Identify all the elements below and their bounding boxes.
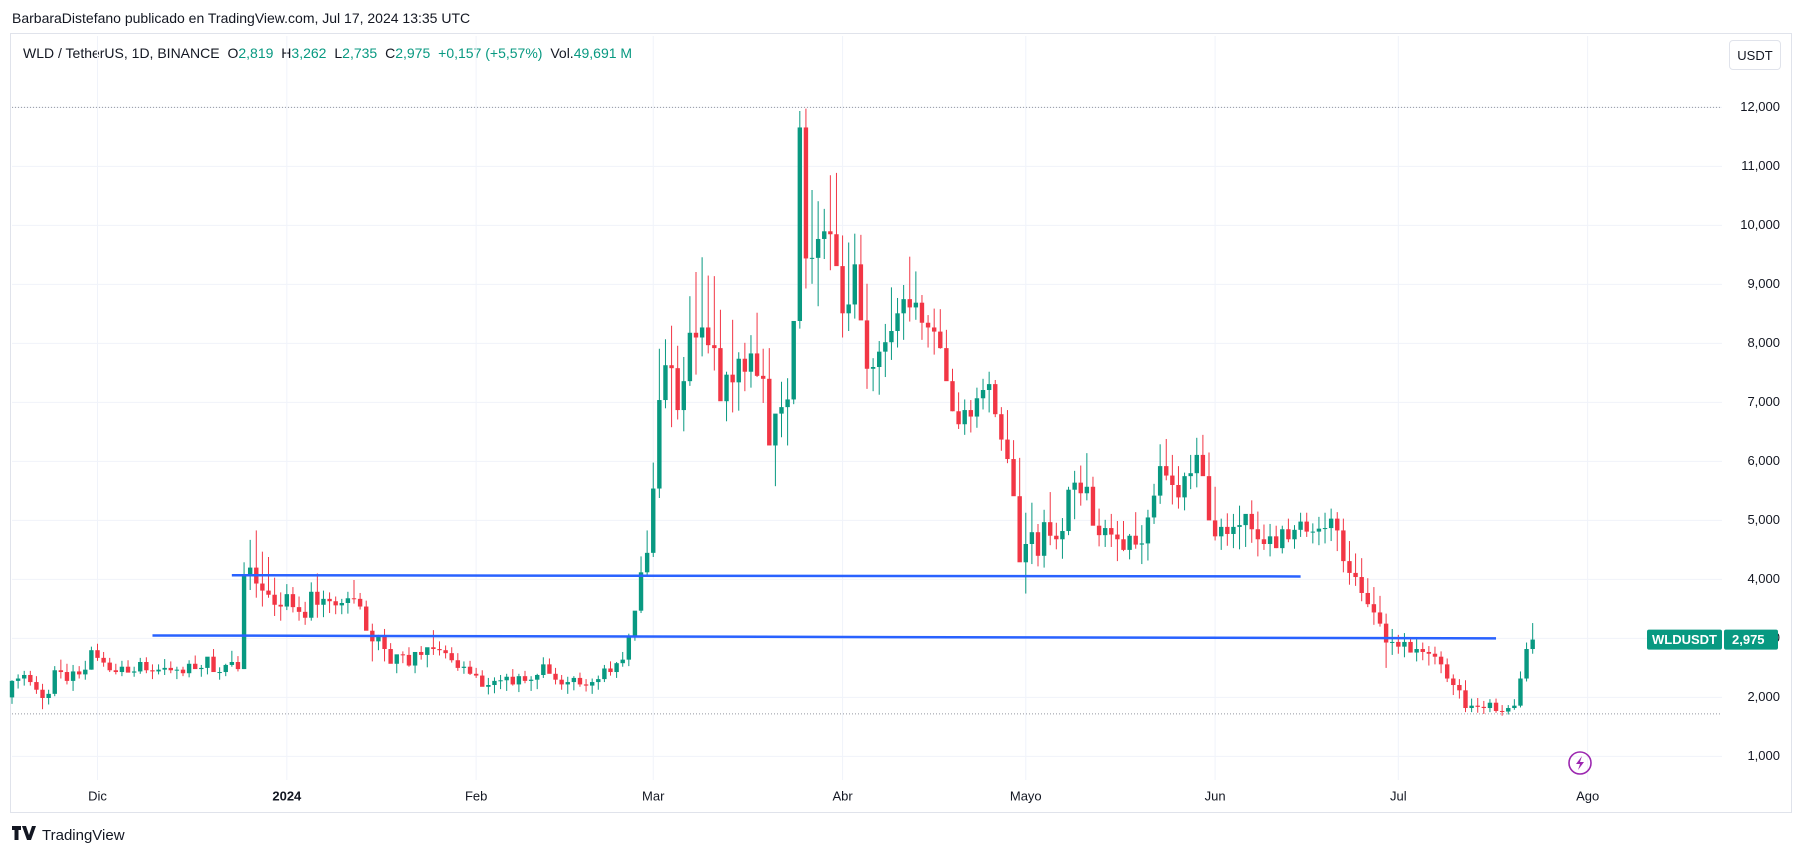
close-value: 2,975 xyxy=(395,45,431,61)
close-label: C xyxy=(385,45,396,61)
footer-brand[interactable]: TradingView xyxy=(42,826,125,844)
volume-value: 49,691 M xyxy=(573,45,633,61)
open-value: 2,819 xyxy=(238,45,274,61)
high-label: H xyxy=(281,45,292,61)
currency-button[interactable]: USDT xyxy=(1729,40,1781,70)
publish-info: BarbaraDistefano publicado en TradingVie… xyxy=(12,10,471,26)
symbol-description[interactable]: WLD / TetherUS, 1D, BINANCE xyxy=(23,45,220,61)
footer: TradingView xyxy=(12,826,125,844)
chart-legend: WLD / TetherUS, 1D, BINANCE O2,819 H3,26… xyxy=(23,45,636,61)
tradingview-logo-icon xyxy=(12,826,36,844)
low-label: L xyxy=(334,45,343,61)
volume-label: Vol. xyxy=(550,45,574,61)
change-value: +0,157 (+5,57%) xyxy=(438,45,543,61)
chart-frame xyxy=(10,33,1792,813)
high-value: 3,262 xyxy=(291,45,327,61)
open-label: O xyxy=(227,45,239,61)
low-value: 2,735 xyxy=(342,45,378,61)
